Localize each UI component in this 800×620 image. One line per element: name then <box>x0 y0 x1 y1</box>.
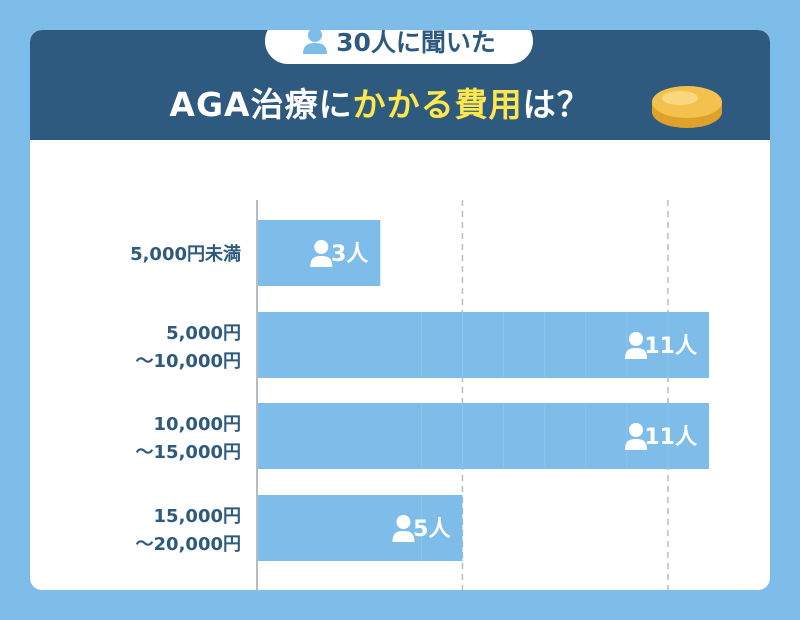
survey-badge-text: 30人に聞いた <box>336 30 496 57</box>
title-accent: かかる費用 <box>352 85 523 124</box>
bar <box>257 312 709 378</box>
chart-svg: 3人 5,000円未満 11人 5,000円 ～10,000円 11人 10,000円 ～15… <box>130 200 709 590</box>
coin-icon <box>652 86 722 128</box>
person-icon <box>392 515 415 542</box>
category-label: ～10,000円 <box>136 351 241 372</box>
bar-chart: 3人 5,000円未満 11人 5,000円 ～10,000円 11人 10,000円 ～15… <box>30 140 770 590</box>
card: AGA治療にかかる費用は？ 30人に聞いた 3人 5,000円未満 11人 5,000… <box>30 30 770 590</box>
title-prefix: AGA治療に <box>169 85 353 124</box>
bar-value-label: 11人 <box>644 334 697 359</box>
category-label: 5,000円未満 <box>130 243 241 265</box>
category-label: ～15,000円 <box>136 442 241 463</box>
bar <box>257 495 463 561</box>
category-label: 15,000円 <box>154 506 241 527</box>
person-icon <box>310 240 333 267</box>
person-icon <box>625 332 647 359</box>
survey-badge: 30人に聞いた <box>262 30 536 67</box>
title-suffix: は？ <box>522 85 591 124</box>
bar <box>257 403 709 469</box>
person-icon <box>303 30 328 54</box>
bar-value-label: 3人 <box>331 242 368 267</box>
bar-value-label: 11人 <box>644 425 697 450</box>
category-label: ～20,000円 <box>136 534 241 555</box>
page-title: AGA治療にかかる費用は？ <box>30 78 730 126</box>
category-label: 10,000円 <box>154 414 241 435</box>
bar-value-label: 5人 <box>413 517 450 542</box>
category-label: 5,000円 <box>166 323 241 344</box>
person-icon <box>625 423 647 450</box>
